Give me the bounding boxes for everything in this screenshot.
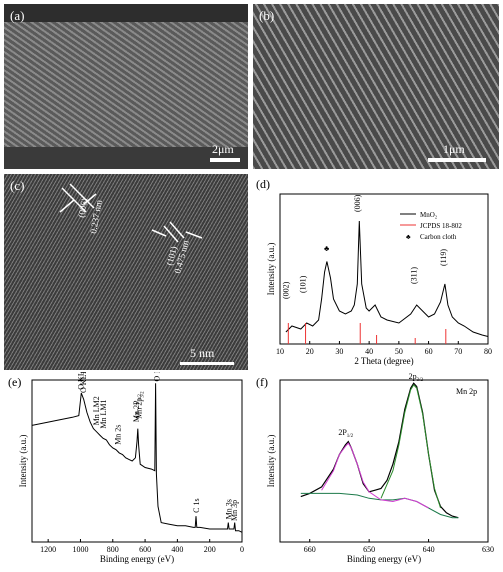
peak-label: (002) bbox=[281, 281, 290, 299]
series-line bbox=[321, 442, 429, 509]
x-tick-label: 650 bbox=[363, 545, 375, 554]
peak-label: Mn 2P1/2 bbox=[132, 394, 143, 422]
y-axis-label: Intensity (a.u.) bbox=[18, 435, 28, 488]
peak-label-2p12: 2P1/2 bbox=[338, 428, 353, 439]
scale-label-b: 1μm bbox=[443, 142, 465, 156]
sem-image-a: (a) 2μm bbox=[4, 4, 248, 169]
legend-jcpds: JCPDS 18-802 bbox=[420, 222, 462, 230]
peak-label: Mn 2p3/2 bbox=[134, 391, 145, 419]
peak-label: Mn LM2 bbox=[92, 396, 101, 425]
series-line bbox=[300, 492, 459, 519]
panel-label-a: (a) bbox=[10, 8, 25, 23]
panel-label: (f) bbox=[256, 375, 268, 389]
peak-label: Mn 2s bbox=[114, 425, 123, 445]
mn2p-annotation: Mn 2p bbox=[456, 387, 477, 396]
xrd-chart-d: (d) 10 20 30 40 50 60 70 80 2 Theta (degree) Inten… bbox=[256, 177, 492, 366]
legend-mno2: MnO₂ bbox=[420, 211, 438, 219]
y-axis-label: Intensity (a.u.) bbox=[266, 243, 276, 296]
x-tick-label: 50 bbox=[395, 347, 403, 356]
scale-label-c: 5 nm bbox=[190, 346, 215, 360]
plot-frame bbox=[279, 379, 489, 543]
peak-label: Mn 3s bbox=[224, 499, 233, 519]
plot-frame bbox=[279, 193, 489, 345]
peak-label: Mn 3p bbox=[230, 500, 239, 521]
peak-label-2p32: 2p3/2 bbox=[409, 372, 424, 383]
sem-image-b: (b) 1μm bbox=[253, 4, 499, 169]
scale-bar-b bbox=[428, 158, 486, 162]
x-tick-label: 30 bbox=[335, 347, 343, 356]
x-tick-label: 40 bbox=[365, 347, 373, 356]
y-axis-label: Intensity (a.u.) bbox=[266, 435, 276, 488]
peak-label: (101) bbox=[299, 275, 308, 293]
x-tick-label: 200 bbox=[204, 545, 216, 554]
legend-carbon-marker: ♣ bbox=[406, 233, 411, 241]
scale-label-a: 2μm bbox=[212, 142, 234, 156]
fringe-101-label: (101) bbox=[164, 245, 179, 266]
x-tick-label: 630 bbox=[482, 545, 494, 554]
peak-label: O KL2 bbox=[76, 372, 85, 390]
x-tick-label: 1200 bbox=[40, 545, 56, 554]
peak-label: O KL1 bbox=[79, 372, 88, 393]
panel-label-b: (b) bbox=[259, 8, 275, 23]
panel-label-c: (c) bbox=[10, 178, 25, 193]
x-tick-label: 400 bbox=[171, 545, 183, 554]
x-tick-label: 800 bbox=[107, 545, 119, 554]
plot-frame bbox=[31, 379, 243, 543]
peak-label: (311) bbox=[410, 267, 419, 284]
x-axis-label: Binding energy (eV) bbox=[100, 554, 174, 564]
x-axis-label: Binding energy (eV) bbox=[347, 554, 421, 564]
x-tick-label: 0 bbox=[240, 545, 244, 554]
carbon-cloth-marker: ♣ bbox=[324, 244, 330, 253]
fringe-006-label: (006) bbox=[76, 197, 89, 218]
peak-label: (119) bbox=[439, 249, 448, 266]
scale-bar-a bbox=[210, 158, 240, 162]
xps-survey-chart-e: (e) 1200 1000 800 600 400 200 0 Binding energy (… bbox=[8, 372, 244, 564]
panel-label: (e) bbox=[8, 375, 21, 389]
x-tick-label: 1000 bbox=[72, 545, 88, 554]
series-line bbox=[380, 384, 441, 509]
peak-label: C 1s bbox=[192, 498, 201, 512]
x-axis-label: 2 Theta (degree) bbox=[354, 356, 413, 366]
tem-image-c: (c) (006) 0.237 nm (101) 0.475 nm 5 nm bbox=[4, 174, 248, 370]
scale-bar-c bbox=[180, 362, 234, 365]
series-line bbox=[285, 220, 489, 337]
peak-label: Mn LM1 bbox=[99, 399, 108, 428]
x-tick-label: 20 bbox=[306, 347, 314, 356]
legend-carbon: Carbon cloth bbox=[420, 233, 457, 241]
xps-mn2p-chart-f: (f) 660 650 640 630 Binding energy (eV) Intens… bbox=[256, 372, 494, 564]
x-tick-label: 70 bbox=[454, 347, 462, 356]
x-tick-label: 600 bbox=[139, 545, 151, 554]
series-line bbox=[31, 383, 243, 533]
peak-label: O 1s bbox=[152, 372, 161, 382]
x-tick-label: 660 bbox=[304, 545, 316, 554]
x-tick-label: 10 bbox=[276, 347, 284, 356]
x-tick-label: 80 bbox=[484, 347, 492, 356]
peak-label: (006) bbox=[353, 194, 362, 212]
series-line bbox=[300, 382, 459, 519]
panel-label: (d) bbox=[256, 177, 270, 191]
x-tick-label: 60 bbox=[425, 347, 433, 356]
x-tick-label: 640 bbox=[423, 545, 435, 554]
